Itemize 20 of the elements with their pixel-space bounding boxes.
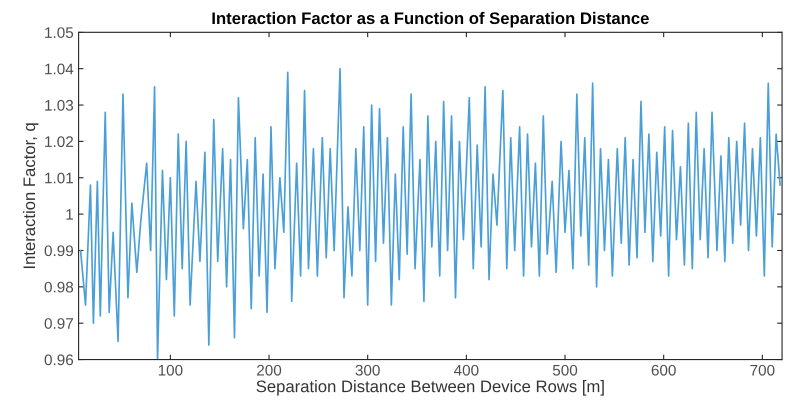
y-tick-label: 0.99 bbox=[44, 245, 74, 256]
y-tick-label: 0.96 bbox=[44, 354, 74, 366]
x-tick-label: 200 bbox=[257, 364, 282, 376]
y-axis-title: Interaction Factor, q bbox=[22, 123, 38, 268]
y-tick-label: 1.05 bbox=[45, 27, 74, 38]
x-tick-label: 100 bbox=[158, 364, 183, 376]
y-tick-label: 0.97 bbox=[44, 318, 73, 329]
x-tick-label: 400 bbox=[454, 364, 478, 376]
y-tick-label: 1.01 bbox=[45, 172, 73, 184]
y-tick-label: 1.02 bbox=[45, 136, 73, 148]
x-tick-label: 600 bbox=[652, 364, 676, 376]
y-tick-label: 1.03 bbox=[45, 100, 74, 111]
y-tick-label: 1.04 bbox=[45, 64, 74, 74]
y-tick-label: 1 bbox=[66, 209, 73, 220]
x-tick-label: 700 bbox=[750, 364, 774, 376]
chart-title: Interaction Factor as a Function of Separation Distance bbox=[212, 12, 649, 28]
x-axis-title: Separation Distance Between Device Rows [m] bbox=[256, 380, 604, 396]
x-tick-label: 500 bbox=[552, 364, 578, 376]
y-tick-label: 0.98 bbox=[44, 282, 74, 293]
x-tick-label: 300 bbox=[356, 364, 380, 376]
